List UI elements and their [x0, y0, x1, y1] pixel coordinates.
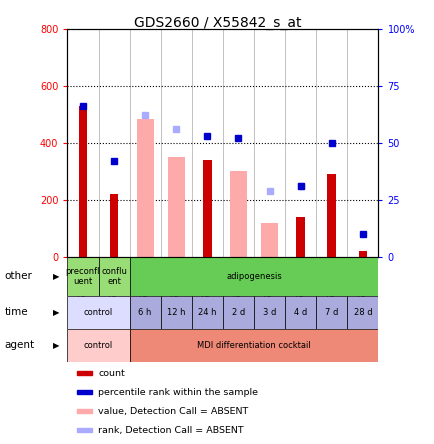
- Bar: [98, 257, 129, 296]
- Bar: [260, 222, 277, 257]
- Text: 28 d: 28 d: [353, 308, 372, 317]
- Bar: [285, 296, 316, 329]
- Text: 7 d: 7 d: [324, 308, 338, 317]
- Bar: [67, 329, 129, 362]
- Bar: [76, 428, 92, 432]
- Text: GDS2660 / X55842_s_at: GDS2660 / X55842_s_at: [133, 16, 301, 30]
- Text: 3 d: 3 d: [262, 308, 276, 317]
- Bar: [161, 296, 191, 329]
- Bar: [347, 296, 378, 329]
- Bar: [76, 390, 92, 394]
- Text: 24 h: 24 h: [197, 308, 216, 317]
- Text: control: control: [84, 341, 113, 350]
- Text: ▶: ▶: [53, 341, 59, 350]
- Text: 6 h: 6 h: [138, 308, 151, 317]
- Bar: [129, 257, 378, 296]
- Text: value, Detection Call = ABSENT: value, Detection Call = ABSENT: [98, 407, 248, 416]
- Text: ▶: ▶: [53, 272, 59, 281]
- Bar: [129, 296, 161, 329]
- Bar: [136, 119, 153, 257]
- Text: percentile rank within the sample: percentile rank within the sample: [98, 388, 258, 397]
- Text: control: control: [84, 308, 113, 317]
- Bar: [316, 296, 346, 329]
- Bar: [109, 194, 118, 257]
- Text: 4 d: 4 d: [293, 308, 306, 317]
- Bar: [296, 217, 304, 257]
- Bar: [168, 157, 184, 257]
- Bar: [222, 296, 253, 329]
- Bar: [79, 106, 87, 257]
- Text: MDI differentiation cocktail: MDI differentiation cocktail: [197, 341, 310, 350]
- Text: adipogenesis: adipogenesis: [226, 272, 281, 281]
- Bar: [129, 329, 378, 362]
- Bar: [191, 296, 223, 329]
- Text: rank, Detection Call = ABSENT: rank, Detection Call = ABSENT: [98, 426, 243, 435]
- Bar: [358, 251, 366, 257]
- Bar: [203, 160, 211, 257]
- Text: 2 d: 2 d: [231, 308, 244, 317]
- Text: time: time: [4, 307, 28, 317]
- Bar: [327, 174, 335, 257]
- Bar: [253, 296, 285, 329]
- Text: 12 h: 12 h: [167, 308, 185, 317]
- Text: other: other: [4, 271, 32, 281]
- Bar: [76, 371, 92, 376]
- Text: agent: agent: [4, 340, 34, 350]
- Bar: [67, 296, 129, 329]
- Bar: [230, 171, 247, 257]
- Bar: [76, 409, 92, 413]
- Text: ▶: ▶: [53, 308, 59, 317]
- Text: preconfl
uent: preconfl uent: [66, 266, 100, 286]
- Text: conflu
ent: conflu ent: [101, 266, 127, 286]
- Text: count: count: [98, 369, 125, 378]
- Bar: [67, 257, 98, 296]
